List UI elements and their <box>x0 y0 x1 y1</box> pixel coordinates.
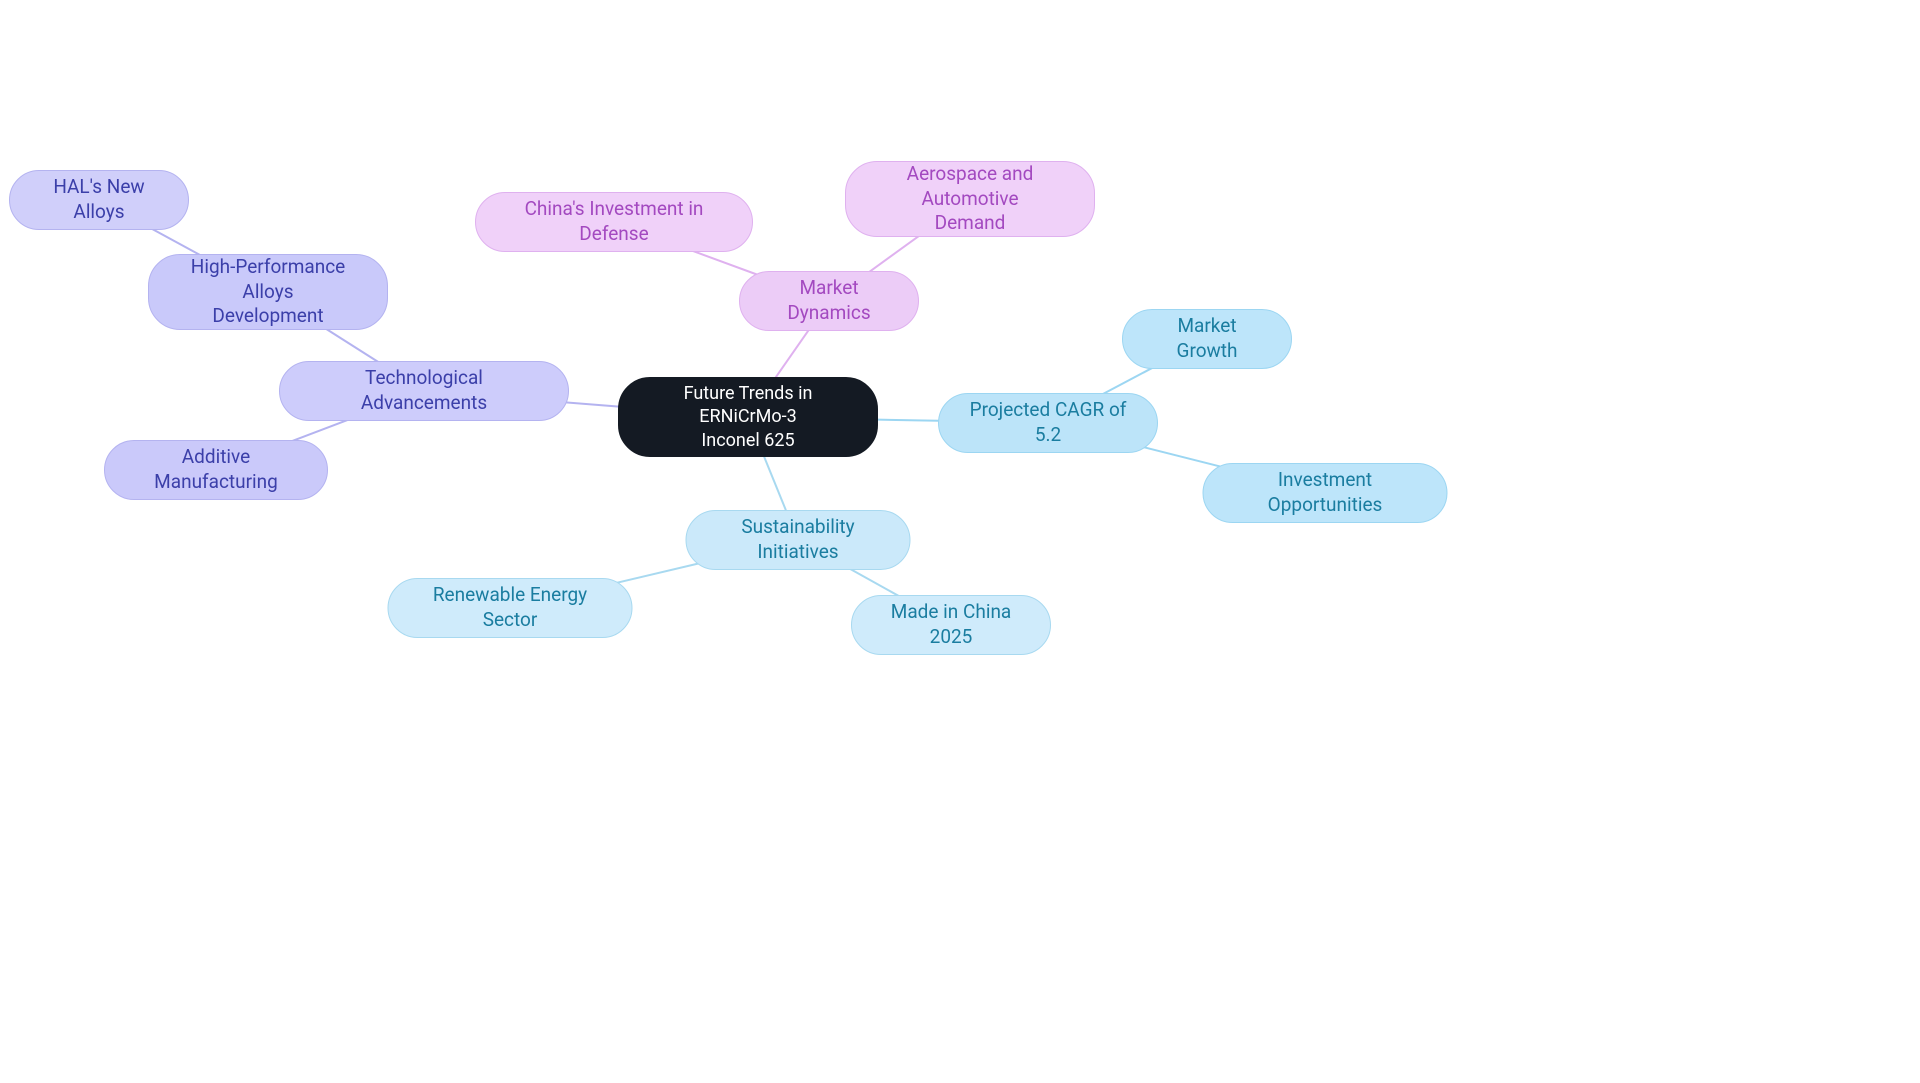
node-label: High-Performance Alloys Development <box>173 255 363 329</box>
node-growth: Market Growth <box>1122 309 1292 369</box>
node-renewable: Renewable Energy Sector <box>388 578 633 638</box>
node-root: Future Trends in ERNiCrMo-3 Inconel 625 <box>618 377 878 457</box>
node-label: Renewable Energy Sector <box>413 583 608 632</box>
node-label: Additive Manufacturing <box>129 445 303 494</box>
node-hpad: High-Performance Alloys Development <box>148 254 388 330</box>
diagram-canvas: Future Trends in ERNiCrMo-3 Inconel 625 T… <box>0 0 1920 1083</box>
node-mic2025: Made in China 2025 <box>851 595 1051 655</box>
node-am: Additive Manufacturing <box>104 440 328 500</box>
node-aero-auto: Aerospace and Automotive Demand <box>845 161 1095 237</box>
node-label: China's Investment in Defense <box>500 197 728 246</box>
node-label: Technological Advancements <box>304 366 544 415</box>
node-cagr: Projected CAGR of 5.2 <box>938 393 1158 453</box>
node-sustain: Sustainability Initiatives <box>686 510 911 570</box>
node-label: Projected CAGR of 5.2 <box>963 398 1133 447</box>
node-label: Market Dynamics <box>764 276 894 325</box>
node-hal: HAL's New Alloys <box>9 170 189 230</box>
node-label: Future Trends in ERNiCrMo-3 Inconel 625 <box>643 382 853 452</box>
node-label: Investment Opportunities <box>1228 468 1423 517</box>
node-market: Market Dynamics <box>739 271 919 331</box>
node-label: HAL's New Alloys <box>34 175 164 224</box>
node-label: Market Growth <box>1147 314 1267 363</box>
node-label: Made in China 2025 <box>876 600 1026 649</box>
node-tech: Technological Advancements <box>279 361 569 421</box>
node-invest: Investment Opportunities <box>1203 463 1448 523</box>
node-label: Aerospace and Automotive Demand <box>870 162 1070 236</box>
node-label: Sustainability Initiatives <box>711 515 886 564</box>
node-china-defense: China's Investment in Defense <box>475 192 753 252</box>
